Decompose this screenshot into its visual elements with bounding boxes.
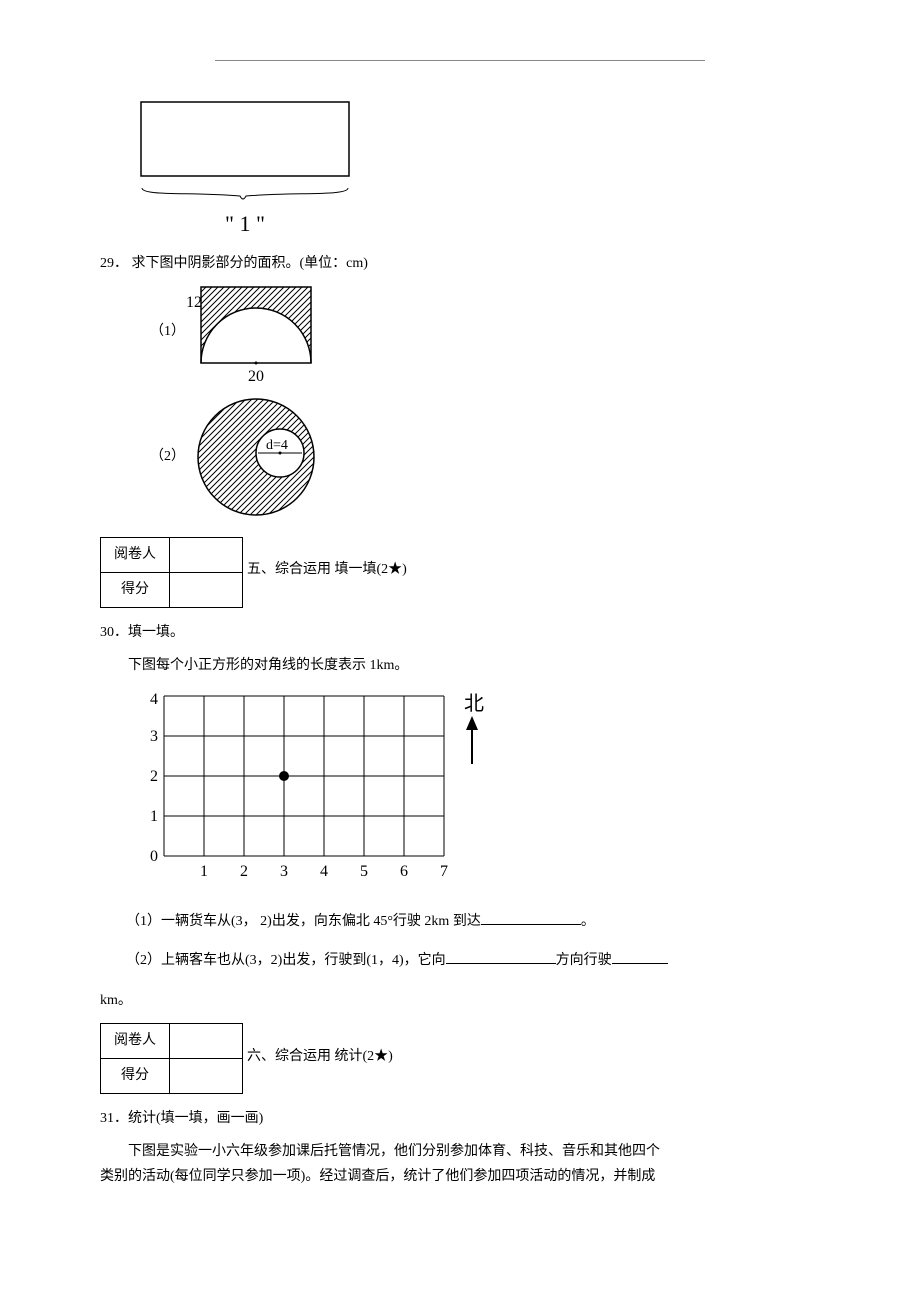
svg-text:1: 1 [200,863,208,880]
page-header-rule [215,60,705,61]
blank-2[interactable] [446,949,556,964]
score5-v2[interactable] [170,572,243,607]
q29-line: 29． 求下图中阴影部分的面积。(单位：cm) [100,251,820,276]
svg-text:7: 7 [440,863,448,880]
q30-km: km。 [100,988,820,1013]
q31-number: 31． [100,1111,128,1126]
score6-v1[interactable] [170,1023,243,1058]
q30-sub1: （1）一辆货车从(3， 2)出发，向东偏北 45°行驶 2km 到达 。 [126,909,820,934]
fig1-12: 12 [186,294,202,311]
q30-sub2-b: 方向行驶 [556,953,612,968]
section6-row: 阅卷人 得分 六、综合运用 统计(2★) [100,1019,820,1094]
fig1-20: 20 [248,368,264,385]
q30-sub2: （2）上辆客车也从(3，2)出发，行驶到(1，4)，它向 方向行驶 [126,948,820,973]
q30-sub1-a: （1）一辆货车从(3， [126,914,257,929]
north-label: 北 [464,692,484,715]
score5-r2: 得分 [101,572,170,607]
q30-sub1-c: 。 [581,914,595,929]
svg-text:4: 4 [320,863,328,880]
q30-sub1-b: 2)出发，向东偏北 45°行驶 2km 到达 [260,914,481,929]
fig2-d4: d=4 [266,438,288,453]
svg-text:1: 1 [150,808,158,825]
score5-r1: 阅卷人 [101,537,170,572]
section6-title: 六、综合运用 统计(2★) [247,1044,393,1069]
svg-text:2: 2 [240,863,248,880]
svg-text:2: 2 [150,768,158,785]
score6-r2: 得分 [101,1058,170,1093]
section5-row: 阅卷人 得分 五、综合运用 填一填(2★) [100,533,820,608]
svg-text:6: 6 [400,863,408,880]
q30-line: 30．填一填。 [100,620,820,645]
rect-one-figure: " 1 " [140,101,820,243]
q29-fig1-svg: 12 20 [186,277,326,387]
q30-grid-svg: 0 1 2 3 4 1 2 3 4 5 6 7 北 [140,686,500,886]
svg-text:3: 3 [150,728,158,745]
score6-r1: 阅卷人 [101,1023,170,1058]
q29-number: 29． [100,256,128,271]
section5-title: 五、综合运用 填一填(2★) [247,557,407,582]
bracket-svg [140,186,350,202]
q29-fig2-label: （2） [150,444,186,469]
q31-p2: 类别的活动(每位同学只参加一项)。经过调查后，统计了他们参加四项活动的情况，并制… [100,1164,820,1189]
q29-fig2-svg: d=4 [186,387,326,527]
q29-fig2-row: （2） d=4 [150,387,820,527]
score-table-5: 阅卷人 得分 [100,537,243,608]
svg-text:3: 3 [280,863,288,880]
q30-desc: 下图每个小正方形的对角线的长度表示 1km。 [100,653,820,678]
svg-text:5: 5 [360,863,368,880]
blank-3[interactable] [612,949,668,964]
q29-fig1-label: （1） [150,319,186,344]
blank-1[interactable] [481,910,581,925]
svg-text:4: 4 [150,691,158,708]
q31-heading: 统计(填一填，画一画) [128,1111,263,1126]
q31-line: 31．统计(填一填，画一画) [100,1106,820,1131]
q29-text: 求下图中阴影部分的面积。(单位：cm) [132,256,368,271]
rect-svg [140,101,350,181]
q31-p1: 下图是实验一小六年级参加课后托管情况，他们分别参加体育、科技、音乐和其他四个 [100,1139,820,1164]
q30-heading: 填一填。 [128,625,184,640]
score5-v1[interactable] [170,537,243,572]
score-table-6: 阅卷人 得分 [100,1023,243,1094]
q30-grid: 0 1 2 3 4 1 2 3 4 5 6 7 北 [140,686,820,895]
score6-v2[interactable] [170,1058,243,1093]
q30-number: 30． [100,625,128,640]
svg-text:0: 0 [150,848,158,865]
q29-fig1-row: （1） 12 20 [150,277,820,387]
q30-sub2-a: （2）上辆客车也从(3，2)出发，行驶到(1，4)，它向 [126,953,446,968]
